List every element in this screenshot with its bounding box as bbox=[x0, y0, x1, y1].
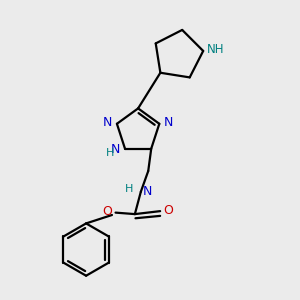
Text: H: H bbox=[106, 148, 114, 158]
Text: H: H bbox=[125, 184, 134, 194]
Text: N: N bbox=[111, 143, 120, 156]
Text: NH: NH bbox=[207, 43, 224, 56]
Text: N: N bbox=[164, 116, 173, 129]
Text: N: N bbox=[103, 116, 112, 128]
Text: O: O bbox=[163, 204, 173, 217]
Text: N: N bbox=[142, 185, 152, 198]
Text: O: O bbox=[103, 205, 112, 218]
